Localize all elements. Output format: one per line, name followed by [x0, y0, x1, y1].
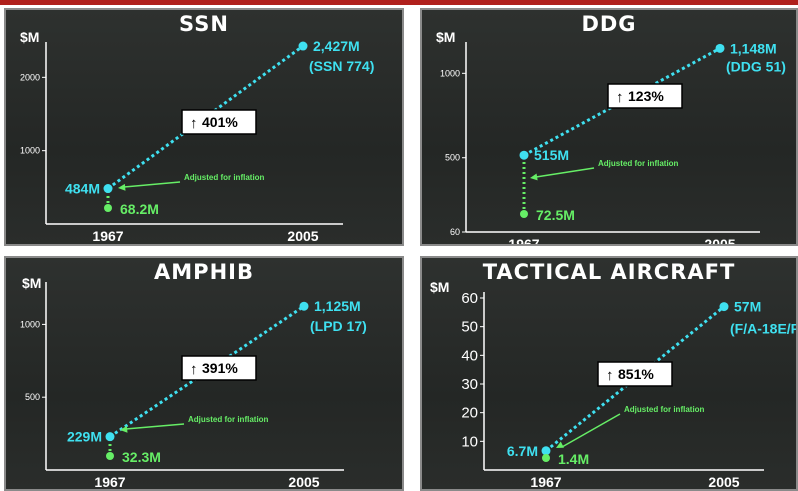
y-axis-label: $M [436, 29, 455, 45]
increase-percent: 391% [202, 360, 238, 376]
data-sublabel-2005: (F/A-18E/F) [730, 321, 796, 337]
data-point-1967-original [106, 452, 114, 460]
data-point-1967-original [520, 210, 528, 218]
chart-panel-amphib: AMPHIB $M 500 1000 1967 2005 229M 1,125M (LPD 1… [4, 256, 404, 491]
data-label-1967-original: 1.4M [558, 451, 589, 467]
x-tick-label: 2005 [708, 474, 739, 489]
data-sublabel-2005: (SSN 774) [309, 58, 374, 74]
data-label-1967-current: 229M [67, 429, 102, 445]
increase-arrow-icon: ↑ [606, 367, 614, 384]
increase-box [181, 109, 257, 135]
data-label-1967-current: 515M [534, 147, 569, 163]
chart-title: SSN [179, 12, 229, 36]
increase-box [597, 361, 673, 387]
annotation-arrowhead [530, 173, 538, 181]
chart-svg: $M 60 500 1000 1967 2005 515M 1,148M (DDG 51) 72.… [436, 29, 786, 244]
y-tick-label: 1000 [20, 146, 40, 156]
y-tick-label: 60 [450, 227, 460, 237]
y-axis-label: $M [430, 279, 449, 295]
chart-title: TACTICAL AIRCRAFT [482, 260, 736, 284]
chart-panel-ssn: SSN $M 1000 2000 1967 2005 484M 2,427M (SSN 774… [4, 8, 404, 246]
increase-box [181, 355, 257, 381]
data-label-1967-original: 32.3M [122, 449, 161, 465]
increase-percent: 123% [628, 88, 664, 104]
y-tick-label: 2000 [20, 72, 40, 82]
data-label-1967-current: 6.7M [507, 443, 538, 459]
x-tick-label: 2005 [704, 236, 735, 244]
chart-svg: $M 10 20 30 40 50 60 1967 2005 6.7M 57M (F/A-18E/F)… [430, 279, 796, 489]
increase-arrow-icon: ↑ [616, 89, 624, 106]
data-label-2005: 57M [734, 299, 761, 315]
data-label-2005: 1,125M [314, 298, 361, 314]
y-axis-label: $M [22, 275, 41, 291]
annotation-arrowhead [120, 425, 128, 433]
y-tick-label: 40 [461, 347, 478, 364]
data-point-1967-original [104, 204, 112, 212]
chart-panel-tactical-aircraft: TACTICAL AIRCRAFT $M 10 20 30 40 50 60 1967 2005… [420, 256, 798, 491]
chart-panel-ddg: DDG $M 60 500 1000 1967 2005 515M 1,148M (DDG 51… [420, 8, 798, 246]
trend-line-current [523, 47, 721, 157]
data-point-1967-current [519, 150, 529, 160]
y-tick-label: 500 [25, 392, 40, 402]
data-label-1967-current: 484M [65, 181, 100, 197]
annotation-arrow [123, 181, 181, 188]
data-label-2005: 1,148M [730, 40, 777, 56]
data-point-2005 [719, 302, 729, 312]
chart-svg: $M 500 1000 1967 2005 229M 1,125M (LPD 17) 32.3M… [20, 275, 367, 489]
y-tick-label: 1000 [20, 319, 40, 329]
y-tick-label: 30 [461, 376, 478, 393]
chart-title: DDG [581, 12, 637, 36]
data-point-1967-current [105, 432, 115, 442]
data-point-1967-current [103, 184, 113, 194]
increase-arrow-icon: ↑ [190, 115, 198, 132]
annotation-arrowhead [556, 441, 564, 448]
data-point-2005 [298, 41, 308, 51]
data-label-2005: 2,427M [313, 38, 360, 54]
data-point-1967-current [541, 446, 551, 456]
chart-svg: $M 1000 2000 1967 2005 484M 2,427M (SSN 774) 68.… [20, 29, 374, 244]
increase-percent: 401% [202, 114, 238, 130]
data-point-2005 [715, 43, 725, 53]
data-point-1967-original [542, 454, 550, 462]
annotation-arrow [561, 413, 621, 448]
annotation-arrow [535, 167, 595, 178]
data-point-2005 [299, 301, 309, 311]
annotation-arrowhead [118, 183, 126, 191]
data-sublabel-2005: (DDG 51) [726, 58, 786, 74]
y-tick-label: 50 [461, 319, 478, 336]
chart-title: AMPHIB [154, 260, 254, 284]
annotation-text: Adjusted for inflation [184, 173, 265, 182]
x-tick-label: 2005 [287, 228, 318, 244]
y-tick-label: 20 [461, 405, 478, 422]
y-tick-label: 60 [461, 290, 478, 307]
annotation-text: Adjusted for inflation [188, 415, 269, 424]
x-tick-label: 1967 [508, 236, 539, 244]
increase-arrow-icon: ↑ [190, 361, 198, 378]
annotation-text: Adjusted for inflation [624, 405, 705, 414]
y-tick-label: 1000 [440, 68, 460, 78]
x-tick-label: 1967 [92, 228, 123, 244]
data-sublabel-2005: (LPD 17) [310, 318, 367, 334]
annotation-text: Adjusted for inflation [598, 159, 679, 168]
y-tick-label: 500 [445, 153, 460, 163]
y-tick-label: 10 [461, 433, 478, 450]
x-tick-label: 1967 [94, 474, 125, 489]
y-axis-label: $M [20, 29, 39, 45]
data-label-1967-original: 68.2M [120, 201, 159, 217]
x-tick-label: 1967 [530, 474, 561, 489]
increase-percent: 851% [618, 366, 654, 382]
annotation-arrow [125, 423, 185, 430]
data-label-1967-original: 72.5M [536, 207, 575, 223]
x-tick-label: 2005 [288, 474, 319, 489]
increase-box [607, 83, 683, 109]
top-accent-bar [0, 0, 798, 5]
